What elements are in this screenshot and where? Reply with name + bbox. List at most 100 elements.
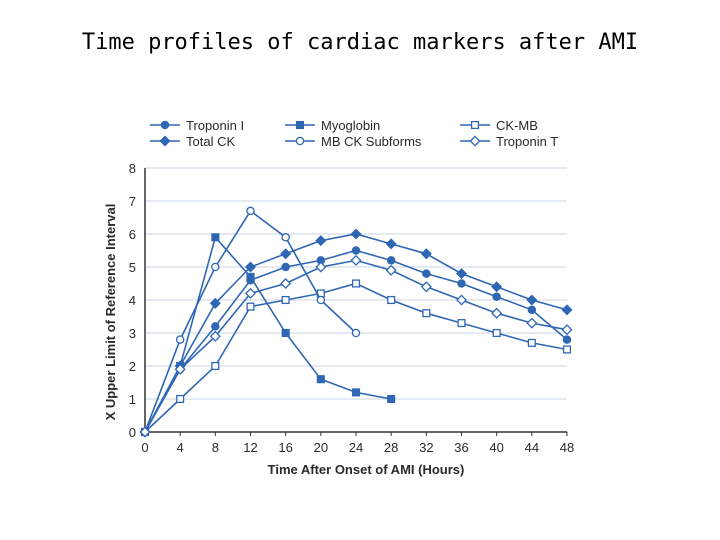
series-total-ck [139, 228, 573, 438]
data-point-ck-mb [246, 302, 255, 311]
data-point-troponin-t [139, 426, 151, 438]
legend-swatch-marker [470, 120, 480, 130]
legend-swatch-marker [295, 136, 305, 146]
series-line-troponin-i [144, 249, 568, 433]
data-point-troponin-t [280, 277, 292, 290]
data-point-ck-mb [387, 295, 396, 305]
legend-label: Total CK [186, 134, 235, 149]
data-point-mb-ck-subforms [281, 233, 290, 242]
x-tick-label: 40 [489, 440, 503, 455]
data-point-mb-ck-subforms [351, 328, 361, 338]
data-point-total-ck [385, 238, 397, 250]
data-point-ck-mb [422, 309, 431, 318]
legend-item-myoglobin: Myoglobin [285, 118, 380, 133]
legend-label: Myoglobin [321, 118, 380, 133]
y-tick-label: 5 [129, 260, 136, 275]
legend-swatch-marker [160, 120, 170, 130]
x-tick-label: 32 [419, 440, 433, 455]
data-point-total-ck [350, 228, 362, 240]
y-tick-label: 1 [129, 392, 136, 407]
legend-label: CK-MB [496, 118, 538, 133]
data-point-troponin-i [422, 269, 431, 278]
data-point-ck-mb [176, 394, 185, 404]
x-tick-label: 12 [243, 440, 257, 455]
legend-item-troponin-i: Troponin I [150, 118, 244, 133]
data-point-ck-mb [562, 345, 572, 354]
legend-item-mb-ck-subforms: MB CK Subforms [285, 134, 422, 149]
data-point-total-ck [315, 235, 327, 247]
data-point-myoglobin [316, 375, 325, 384]
data-point-mb-ck-subforms [211, 262, 220, 272]
data-point-total-ck [420, 248, 432, 260]
data-point-ck-mb [211, 361, 220, 371]
legend-swatch-marker [159, 135, 171, 147]
data-point-ck-mb [527, 338, 536, 347]
data-point-troponin-t [315, 261, 327, 273]
series-mb-ck-subforms [140, 206, 361, 437]
data-point-troponin-t [350, 254, 362, 266]
data-point-troponin-i [281, 262, 290, 272]
slide-title: Time profiles of cardiac markers after A… [81, 30, 639, 55]
data-point-ck-mb [457, 319, 466, 328]
data-point-total-ck [209, 297, 221, 309]
data-point-troponin-i [351, 246, 361, 255]
data-point-troponin-t [174, 363, 186, 375]
data-point-troponin-t [420, 281, 432, 293]
x-tick-label: 36 [454, 440, 468, 455]
data-point-total-ck [561, 304, 573, 316]
series-line-ck-mb [144, 282, 568, 433]
series-group [139, 206, 573, 438]
y-tick-label: 0 [129, 425, 136, 440]
data-point-troponin-t [561, 324, 573, 336]
y-tick-label: 2 [129, 359, 136, 374]
data-point-total-ck [280, 248, 292, 260]
data-point-troponin-i [211, 322, 220, 331]
data-point-total-ck [491, 281, 503, 293]
series-myoglobin [140, 233, 396, 437]
data-point-total-ck [455, 268, 468, 280]
legend: Troponin I Myoglobin CK-MB Total CK MB CK Su… [150, 118, 558, 149]
x-tick-label: 16 [278, 440, 292, 455]
data-point-troponin-t [209, 330, 221, 342]
data-point-total-ck [244, 261, 257, 273]
legend-swatch-marker [469, 135, 481, 147]
data-point-troponin-t [526, 317, 538, 329]
data-point-myoglobin [351, 388, 361, 397]
x-tick-label: 48 [560, 440, 574, 455]
series-ck-mb [140, 279, 572, 437]
legend-item-troponin-t: Troponin T [460, 134, 558, 149]
data-point-troponin-i [386, 256, 396, 265]
data-point-troponin-t [491, 307, 503, 319]
legend-label: MB CK Subforms [321, 134, 422, 149]
data-point-troponin-i [562, 335, 572, 344]
legend-swatch-marker [295, 120, 305, 130]
data-point-ck-mb [351, 279, 361, 288]
data-point-troponin-t [244, 287, 257, 299]
y-axis-title: X Upper Limit of Reference Interval [103, 204, 118, 421]
x-tick-label: 28 [384, 440, 398, 455]
x-tick-label: 20 [314, 440, 328, 455]
data-point-mb-ck-subforms [246, 206, 255, 216]
data-point-ck-mb [492, 328, 501, 338]
data-point-ck-mb [281, 295, 290, 305]
data-point-troponin-t [385, 264, 397, 276]
y-tick-label: 7 [129, 194, 136, 209]
series-line-myoglobin [144, 235, 392, 433]
legend-item-total-ck: Total CK [150, 134, 235, 149]
x-axis-title: Time After Onset of AMI (Hours) [268, 462, 465, 477]
x-tick-label: 24 [349, 440, 363, 455]
data-point-myoglobin [246, 272, 255, 281]
legend-label: Troponin I [186, 118, 244, 133]
y-tick-label: 6 [129, 227, 136, 242]
x-tick-label: 4 [177, 440, 184, 455]
data-point-total-ck [526, 294, 538, 306]
series-troponin-t [139, 254, 573, 438]
y-tick-label: 4 [129, 293, 136, 308]
data-point-mb-ck-subforms [175, 335, 185, 344]
data-point-troponin-i [457, 279, 466, 288]
legend-label: Troponin T [496, 134, 558, 149]
data-point-myoglobin [387, 394, 396, 404]
x-tick-label: 8 [212, 440, 219, 455]
